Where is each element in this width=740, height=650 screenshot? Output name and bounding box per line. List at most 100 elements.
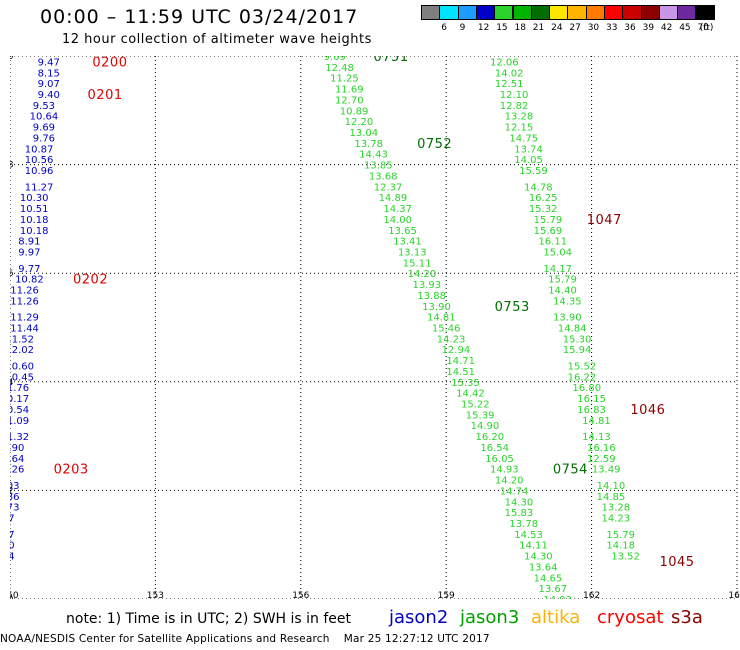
jason3-value: 14.90 xyxy=(471,421,500,432)
colorbar-swatch xyxy=(512,5,532,20)
jason2-value: 9.76 xyxy=(33,133,55,144)
jason3-value: 14.05 xyxy=(514,155,543,166)
jason3-value: 14.84 xyxy=(558,324,587,335)
y-tick-label: 40 xyxy=(10,56,14,62)
colorbar-swatch xyxy=(549,5,569,20)
jason3-value: 14.23 xyxy=(602,514,631,525)
jason3-value: 14.00 xyxy=(383,215,412,226)
jason3-value: 12.51 xyxy=(495,79,524,90)
jason3-value: 15.22 xyxy=(461,400,490,411)
jason3-value: 15.83 xyxy=(505,508,534,519)
jason3-value: 15.30 xyxy=(563,334,592,345)
jason3-value: 15.46 xyxy=(432,324,461,335)
jason3-value: 14.43 xyxy=(359,150,388,161)
chart-subtitle: 12 hour collection of altimeter wave hei… xyxy=(62,32,372,47)
jason2-value: 10.57 xyxy=(10,530,15,541)
jason3-value: 16.16 xyxy=(587,443,616,454)
colorbar-swatch xyxy=(640,5,660,20)
pass-time-label: 0200 xyxy=(92,56,127,70)
jason3-value: 14.93 xyxy=(490,465,519,476)
jason3-value: 15.32 xyxy=(529,204,558,215)
jason3-value: 14.78 xyxy=(524,182,553,193)
colorbar-swatch xyxy=(421,5,441,20)
jason3-value: 15.35 xyxy=(451,378,480,389)
jason2-value: 10.64 xyxy=(30,112,59,123)
x-tick-label: 156 xyxy=(292,591,309,599)
legend-item-cryosat: cryosat xyxy=(597,607,664,628)
colorbar-label: 24 xyxy=(551,23,563,33)
jason3-value: 14.37 xyxy=(383,204,412,215)
jason2-value: 11.26 xyxy=(10,285,39,296)
legend-item-altika: altika xyxy=(531,607,581,628)
colorbar-label: 27 xyxy=(569,23,581,33)
jason2-value: 9.77 xyxy=(18,264,40,275)
legend-item-jason3: jason3 xyxy=(460,607,520,628)
jason3-value: 13.85 xyxy=(364,161,393,172)
colorbar-swatch xyxy=(695,5,715,20)
jason3-value: 15.04 xyxy=(543,247,572,258)
pass-time-label: 1045 xyxy=(659,555,694,570)
jason2-value: 10.96 xyxy=(25,166,54,177)
x-tick-label: 159 xyxy=(438,591,455,599)
jason2-value: 9.07 xyxy=(38,79,60,90)
colorbar-label: 39 xyxy=(642,23,655,33)
jason2-value: 9.97 xyxy=(18,247,40,258)
jason3-value: 12.20 xyxy=(345,117,374,128)
jason3-value: 13.67 xyxy=(539,584,568,595)
jason3-value: 13.65 xyxy=(388,226,417,237)
jason2-value: 13.90 xyxy=(10,443,24,454)
jason2-value: 10.18 xyxy=(20,226,49,237)
jason3-value: 13.90 xyxy=(422,302,451,313)
jason3-value: 14.75 xyxy=(509,133,538,144)
jason3-value: 13.90 xyxy=(553,313,582,324)
colorbar-swatch xyxy=(567,5,587,20)
wave-height-plot: 1501531561591621653032343638409.478.159.… xyxy=(10,56,740,599)
jason2-value: 10.56 xyxy=(25,155,54,166)
jason2-value: 10.54 xyxy=(10,405,29,416)
jason3-value: 12.70 xyxy=(335,95,364,106)
jason3-value: 13.78 xyxy=(354,139,383,150)
jason2-value: 9.40 xyxy=(38,90,60,101)
colorbar-label: 45 xyxy=(679,23,691,33)
pass-time-label: 0202 xyxy=(73,273,108,288)
jason3-value: 14.11 xyxy=(519,541,548,552)
jason3-value: 14.17 xyxy=(543,264,572,275)
jason3-value: 14.42 xyxy=(456,389,485,400)
jason3-value: 14.35 xyxy=(553,296,582,307)
colorbar-swatch xyxy=(494,5,514,20)
y-tick-label: 32 xyxy=(10,486,13,496)
x-tick-label: 162 xyxy=(583,591,600,599)
jason2-value: 11.26 xyxy=(10,296,39,307)
footer-note: note: 1) Time is in UTC; 2) SWH is in fe… xyxy=(66,611,352,627)
jason2-value: 10.82 xyxy=(15,275,44,286)
jason3-value: 13.88 xyxy=(417,291,446,302)
x-tick-label: 165 xyxy=(728,591,740,599)
jason2-value: 9.69 xyxy=(33,123,55,134)
jason3-value: 12.06 xyxy=(490,57,519,68)
colorbar-swatch xyxy=(658,5,679,20)
jason3-value: 16.20 xyxy=(475,432,504,443)
jason3-value: 11.25 xyxy=(330,74,359,85)
jason3-value: 16.11 xyxy=(539,237,568,248)
jason3-value: 16.22 xyxy=(568,372,597,383)
footer-credit: NOAA/NESDIS Center for Satellite Applica… xyxy=(0,633,490,645)
jason3-value: 16.83 xyxy=(577,405,606,416)
jason2-value: 11.76 xyxy=(10,383,29,394)
pass-time-label: 0203 xyxy=(54,463,89,478)
jason3-value: 14.02 xyxy=(495,68,524,79)
colorbar-label: 30 xyxy=(587,23,600,33)
jason2-value: 12.02 xyxy=(10,345,34,356)
pass-time-label: 1046 xyxy=(630,403,665,418)
jason2-value: 12.27 xyxy=(10,514,15,525)
jason3-value: 12.37 xyxy=(374,182,403,193)
jason3-value: 14.74 xyxy=(500,486,529,497)
jason2-value: 10.17 xyxy=(10,394,29,405)
jason3-value: 13.04 xyxy=(349,128,378,139)
jason3-value: 13.74 xyxy=(514,144,543,155)
jason3-value: 16.25 xyxy=(529,193,558,204)
jason2-value: 11.52 xyxy=(10,334,34,345)
jason3-value: 15.59 xyxy=(519,166,548,177)
color-scale-bar: 6 9 12 15 18 21 24 27 30 33 36 39 42 45 70 (ft) xyxy=(421,5,736,35)
jason3-value: 10.89 xyxy=(340,106,369,117)
jason3-value: 13.13 xyxy=(398,247,427,258)
